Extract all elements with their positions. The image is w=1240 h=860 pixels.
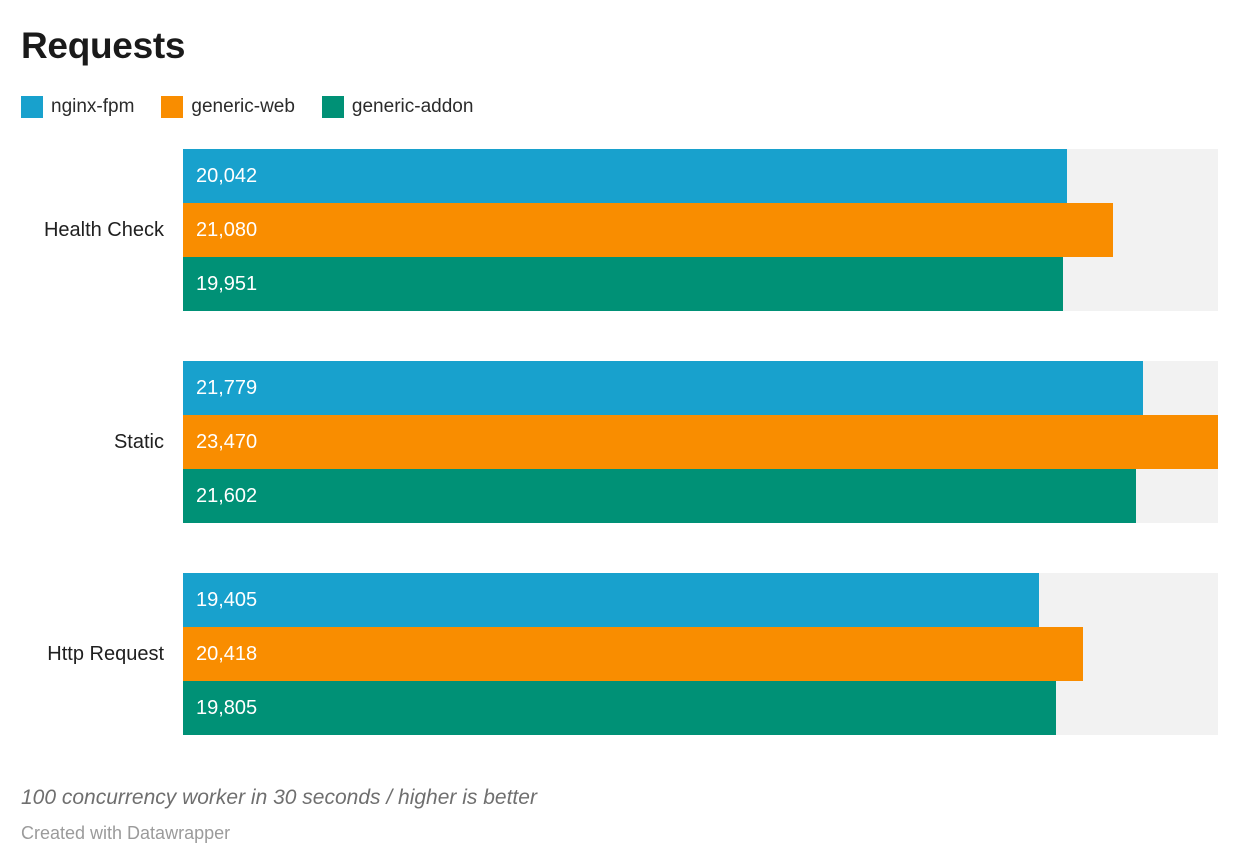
bar-value-label: 19,405 — [196, 588, 258, 611]
bar-track: 19,805 — [183, 681, 1218, 735]
bar-generic-addon-health-check[interactable]: 19,951 — [183, 257, 1063, 311]
bar-value-label: 19,951 — [196, 272, 258, 295]
chart-title: Requests — [21, 25, 186, 66]
bar-group-health-check: Health Check 20,042 21,080 19,951 — [21, 149, 1218, 311]
bar-track: 19,951 — [183, 257, 1218, 311]
bar-track: 21,779 — [183, 361, 1218, 415]
bar-generic-web-static[interactable]: 23,470 — [183, 415, 1218, 469]
bar-nginx-fpm-static[interactable]: 21,779 — [183, 361, 1144, 415]
category-label: Http Request — [47, 643, 164, 665]
bar-generic-addon-http-request[interactable]: 19,805 — [183, 681, 1057, 735]
legend-swatch-generic-addon — [321, 95, 344, 118]
legend-item-generic-web: generic-web — [161, 95, 295, 118]
bar-value-label: 19,805 — [196, 696, 258, 719]
bar-group-bars: 20,042 21,080 19,951 — [183, 149, 1218, 311]
bar-value-label: 21,080 — [196, 218, 258, 241]
bar-group-bars: 19,405 20,418 19,805 — [183, 573, 1218, 735]
bar-nginx-fpm-health-check[interactable]: 20,042 — [183, 149, 1067, 203]
bar-track: 19,405 — [183, 573, 1218, 627]
bar-generic-web-http-request[interactable]: 20,418 — [183, 627, 1084, 681]
legend-label: generic-addon — [351, 96, 474, 117]
bar-generic-addon-static[interactable]: 21,602 — [183, 469, 1136, 523]
legend-label: nginx-fpm — [51, 96, 135, 117]
legend-label: generic-web — [191, 96, 295, 117]
bar-track: 23,470 — [183, 415, 1218, 469]
category-label: Static — [113, 431, 164, 453]
bar-track: 20,418 — [183, 627, 1218, 681]
bar-group-static: Static 21,779 23,470 21,602 — [21, 361, 1218, 523]
bar-value-label: 21,602 — [196, 484, 258, 507]
bar-track: 20,042 — [183, 149, 1218, 203]
bar-value-label: 23,470 — [196, 430, 258, 453]
legend-swatch-nginx-fpm — [21, 95, 43, 118]
category-label: Health Check — [43, 219, 164, 241]
bar-nginx-fpm-http-request[interactable]: 19,405 — [183, 573, 1039, 627]
legend-swatch-generic-web — [161, 95, 184, 118]
bar-track: 21,080 — [183, 203, 1218, 257]
datawrapper-attribution[interactable]: Created with Datawrapper — [21, 823, 231, 843]
bar-group-http-request: Http Request 19,405 20,418 19,805 — [21, 573, 1218, 735]
bar-generic-web-health-check[interactable]: 21,080 — [183, 203, 1113, 257]
legend: nginx-fpm generic-web generic-addon — [21, 95, 1218, 118]
chart-note: 100 concurrency worker in 30 seconds / h… — [21, 786, 537, 809]
legend-item-nginx-fpm: nginx-fpm — [21, 95, 134, 118]
bar-value-label: 20,418 — [196, 642, 258, 665]
bar-group-bars: 21,779 23,470 21,602 — [183, 361, 1218, 523]
legend-item-generic-addon: generic-addon — [321, 95, 474, 118]
bar-value-label: 21,779 — [196, 376, 258, 399]
bar-chart: Health Check 20,042 21,080 19,951 — [21, 149, 1218, 735]
bar-track: 21,602 — [183, 469, 1218, 523]
bar-value-label: 20,042 — [196, 164, 258, 187]
